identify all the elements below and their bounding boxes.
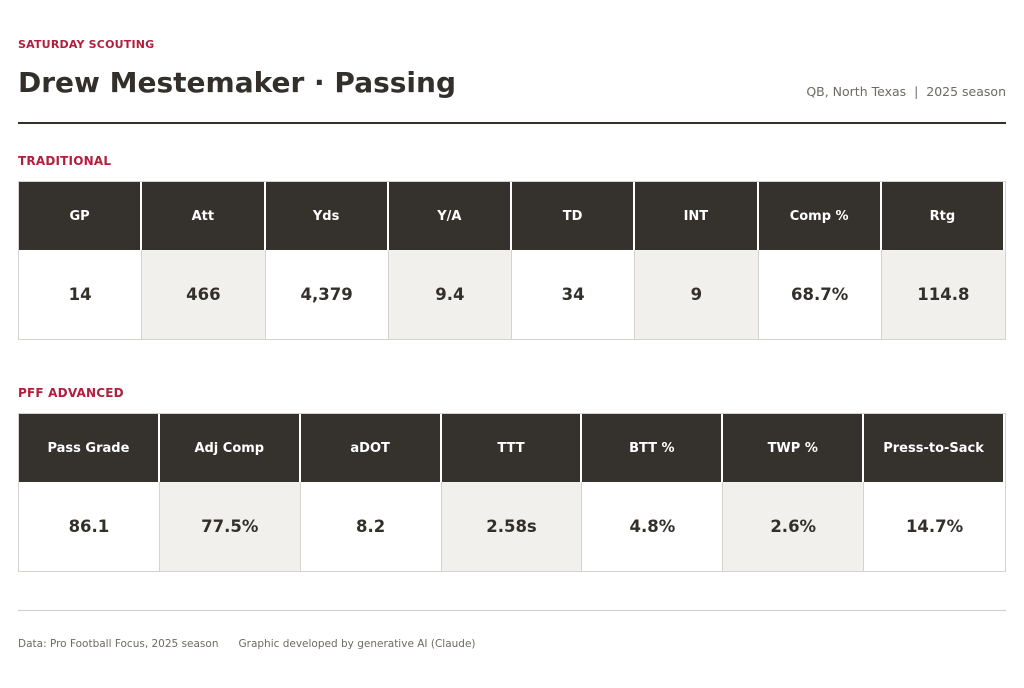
stat-value: 9 <box>635 250 759 339</box>
stat-header: GP <box>19 182 143 250</box>
stat-value: 9.4 <box>388 250 512 339</box>
stat-value: 2.58s <box>441 482 583 571</box>
stat-value: 68.7% <box>758 250 882 339</box>
stat-header: TTT <box>441 414 583 482</box>
stat-value: 466 <box>142 250 266 339</box>
section-label-traditional: TRADITIONAL <box>18 154 112 168</box>
advanced-stats-table: Pass Grade Adj Comp aDOT TTT BTT % TWP %… <box>18 413 1006 572</box>
footer-source: Data: Pro Football Focus, 2025 season <box>18 638 219 650</box>
stat-value: 14 <box>19 250 143 339</box>
stat-value: 14.7% <box>864 482 1005 571</box>
stat-value: 77.5% <box>159 482 301 571</box>
stat-header: TWP % <box>723 414 865 482</box>
stat-header: Press-to-Sack <box>864 414 1005 482</box>
stat-header: Yds <box>265 182 389 250</box>
stat-header: INT <box>635 182 759 250</box>
stat-header: TD <box>512 182 636 250</box>
stat-value: 4.8% <box>582 482 724 571</box>
stat-value: 114.8 <box>881 250 1005 339</box>
footer: Data: Pro Football Focus, 2025 season Gra… <box>18 638 476 651</box>
stat-header: Att <box>142 182 266 250</box>
stat-header: BTT % <box>582 414 724 482</box>
stat-header: Comp % <box>758 182 882 250</box>
section-label-advanced: PFF ADVANCED <box>18 386 124 400</box>
traditional-stats-table: GP Att Yds Y/A TD INT Comp % Rtg 14 466 … <box>18 181 1006 340</box>
stat-header: Pass Grade <box>19 414 160 482</box>
page-title: Drew Mestemaker · Passing <box>18 66 456 99</box>
stat-value: 2.6% <box>723 482 865 571</box>
subtitle: QB, North Texas | 2025 season <box>806 84 1006 99</box>
stat-header: Y/A <box>388 182 512 250</box>
stat-value: 4,379 <box>265 250 389 339</box>
footer-divider <box>18 610 1006 611</box>
stat-header: Rtg <box>881 182 1005 250</box>
stat-value: 34 <box>512 250 636 339</box>
stat-value: 86.1 <box>19 482 160 571</box>
stat-header: Adj Comp <box>159 414 301 482</box>
stat-value: 8.2 <box>300 482 442 571</box>
kicker: SATURDAY SCOUTING <box>18 38 155 51</box>
stat-header: aDOT <box>300 414 442 482</box>
footer-credit: Graphic developed by generative AI (Clau… <box>238 638 476 650</box>
header-divider <box>18 122 1006 124</box>
